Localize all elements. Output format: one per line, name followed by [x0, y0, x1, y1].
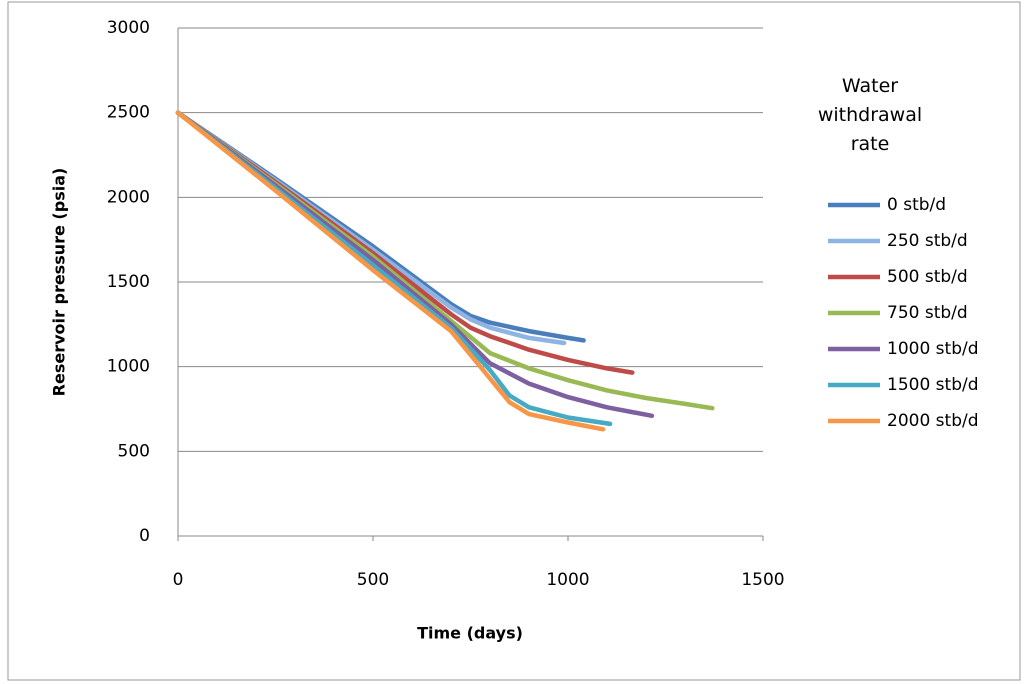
- y-axis-label: Reservoir pressure (psia): [50, 168, 69, 397]
- x-tick-label: 500: [357, 570, 389, 590]
- y-tick-label: 500: [118, 441, 150, 461]
- legend-label: 750 stb/d: [887, 303, 968, 323]
- legend-label: 0 stb/d: [887, 195, 946, 215]
- x-tick-label: 1000: [546, 570, 589, 590]
- y-tick-label: 0: [139, 526, 150, 546]
- chart-border: [7, 1, 1021, 681]
- legend-title: Water withdrawal rate: [817, 75, 923, 155]
- y-tick-label: 1000: [107, 357, 150, 377]
- legend-label: 2000 stb/d: [887, 411, 979, 431]
- series-line: [175, 110, 655, 419]
- series-line: [175, 110, 586, 343]
- series-line: [175, 110, 567, 346]
- series-line: [175, 110, 715, 411]
- series-line: [175, 110, 606, 432]
- series-line: [175, 110, 613, 427]
- y-tick-label: 2500: [107, 103, 150, 123]
- series-line: [175, 110, 635, 375]
- legend-label: 1500 stb/d: [887, 375, 979, 395]
- legend-label: 250 stb/d: [887, 231, 968, 251]
- legend-label: 1000 stb/d: [887, 339, 979, 359]
- y-tick-label: 1500: [107, 272, 150, 292]
- legend-label: 500 stb/d: [887, 267, 968, 287]
- x-tick-label: 1500: [741, 570, 784, 590]
- x-tick-label: 0: [173, 570, 184, 590]
- x-axis-label: Time (days): [417, 624, 523, 643]
- y-tick-label: 2000: [107, 187, 150, 207]
- y-tick-label: 3000: [107, 18, 150, 38]
